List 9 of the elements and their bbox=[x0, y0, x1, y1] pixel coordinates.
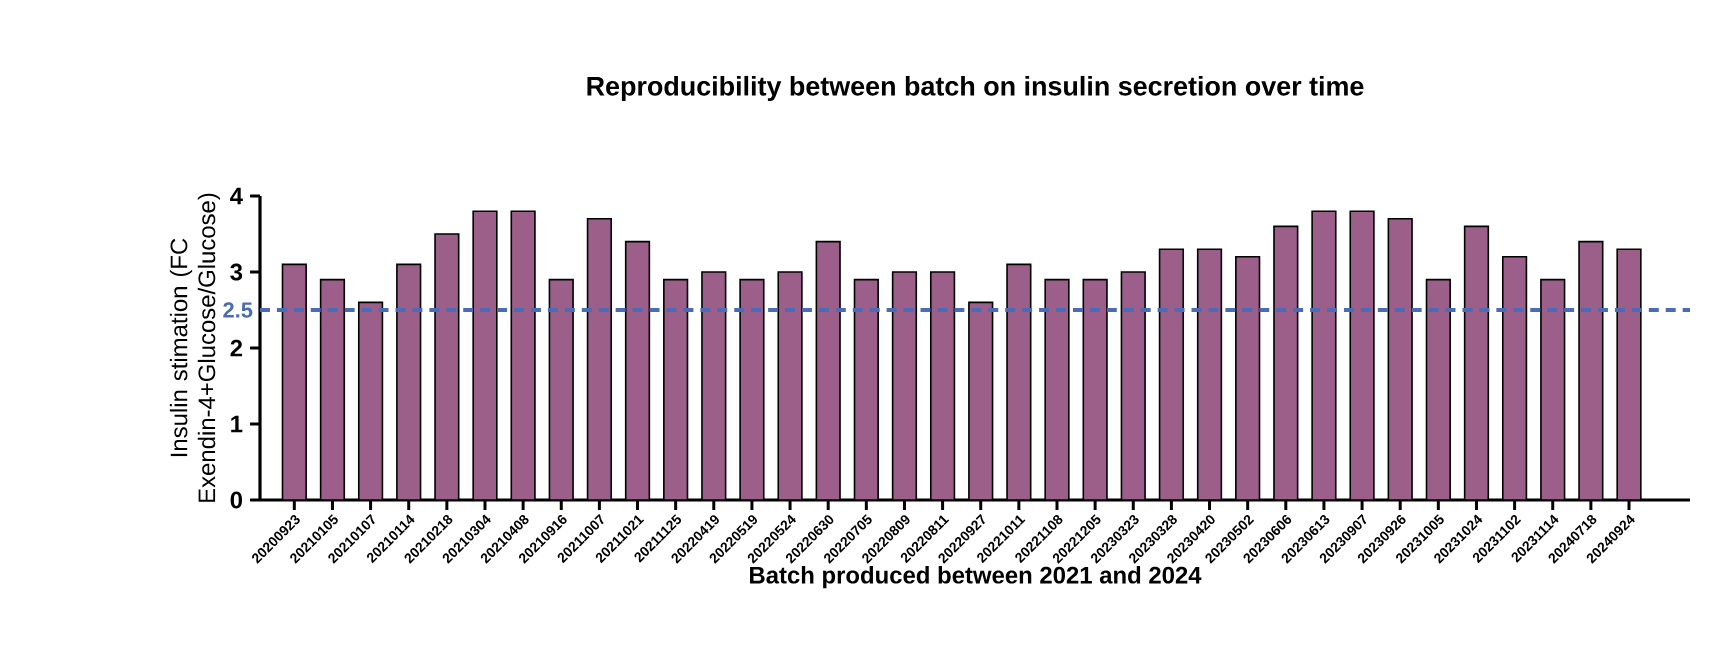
chart-title: Reproducibility between batch on insulin secretion over time bbox=[587, 75, 1364, 102]
y-tick-label: 2 bbox=[230, 339, 243, 357]
y-tick-label: 3 bbox=[230, 263, 243, 281]
y-tick-label: 0 bbox=[230, 491, 243, 509]
y-tick-label: 4 bbox=[230, 187, 243, 205]
y-tick-label: 1 bbox=[231, 415, 243, 433]
ref-line-label: 2.5 bbox=[223, 302, 253, 318]
y-axis-title: Insulin stimation (FC Exendin-4+Glucose/Glucose) bbox=[169, 193, 221, 502]
x-axis-title: Batch produced between 2021 and 2024 bbox=[750, 566, 1202, 589]
